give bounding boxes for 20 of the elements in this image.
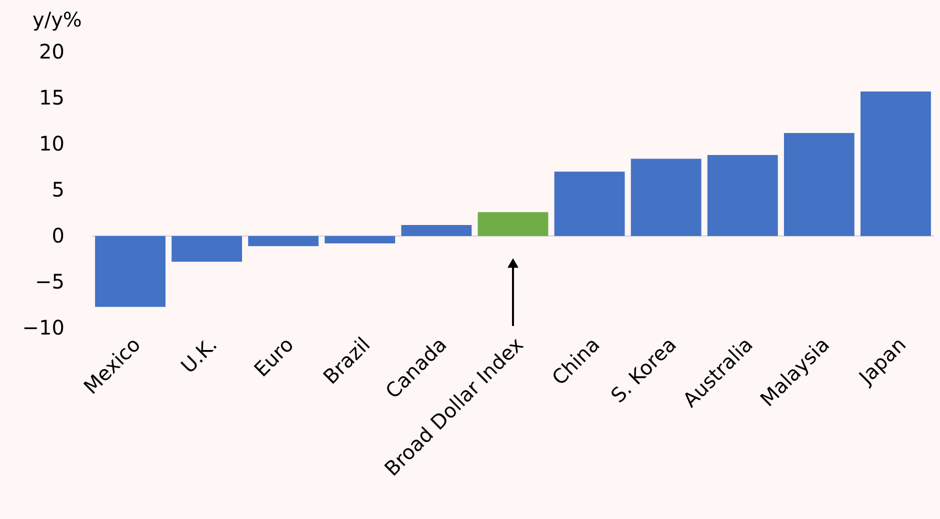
y-tick-label: 20	[39, 40, 64, 64]
y-tick-label: −10	[22, 316, 64, 340]
y-tick-label: 5	[52, 178, 64, 202]
bar	[324, 236, 396, 244]
y-axis-title: y/y%	[32, 8, 82, 32]
bar	[630, 158, 702, 236]
y-tick-label: 0	[52, 224, 64, 248]
bar	[248, 236, 319, 246]
bar	[554, 172, 625, 236]
bar	[401, 224, 472, 236]
bar	[860, 92, 931, 236]
bar	[478, 212, 548, 236]
bar	[784, 132, 854, 236]
bar	[707, 155, 778, 236]
y-tick-label: 15	[39, 86, 64, 110]
y-tick-label: 10	[39, 132, 64, 156]
x-tick-label: U.K.	[176, 332, 222, 378]
bar	[95, 236, 166, 307]
bar	[172, 236, 242, 262]
y-tick-label: −5	[35, 270, 64, 294]
